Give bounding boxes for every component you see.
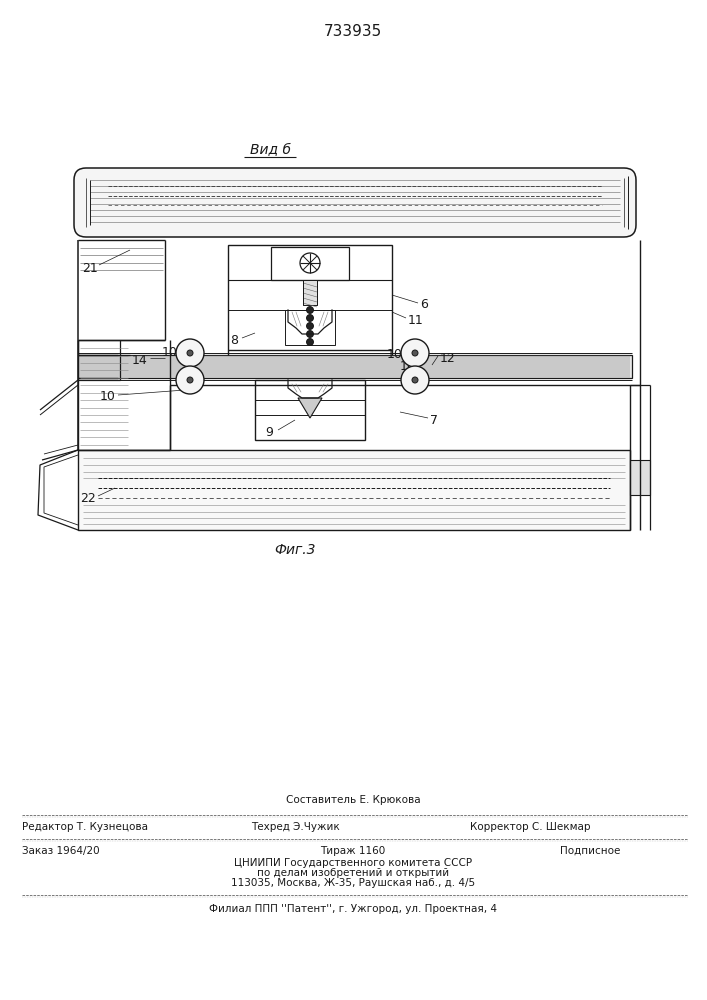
Text: 12: 12	[440, 352, 456, 364]
Circle shape	[401, 339, 429, 367]
Circle shape	[187, 350, 193, 356]
Bar	[255, 380, 365, 440]
Bar	[630, 460, 650, 495]
Text: 14: 14	[132, 354, 148, 366]
Text: 10: 10	[100, 390, 116, 403]
Circle shape	[307, 338, 313, 346]
Bar	[228, 245, 392, 350]
Circle shape	[307, 322, 313, 330]
Circle shape	[176, 339, 204, 367]
Circle shape	[412, 350, 418, 356]
Bar	[78, 450, 630, 530]
Text: 11: 11	[408, 314, 423, 326]
Text: 10: 10	[400, 360, 416, 373]
Text: 113035, Москва, Ж-35, Раушская наб., д. 4/5: 113035, Москва, Ж-35, Раушская наб., д. …	[231, 878, 475, 888]
Text: Фиг.3: Фиг.3	[274, 543, 316, 557]
Bar	[271, 247, 349, 280]
Text: ЦНИИПИ Государственного комитета СССР: ЦНИИПИ Государственного комитета СССР	[234, 858, 472, 868]
FancyBboxPatch shape	[74, 168, 636, 237]
Bar	[303, 280, 317, 305]
Text: Составитель Е. Крюкова: Составитель Е. Крюкова	[286, 795, 421, 805]
Text: 10: 10	[162, 346, 178, 359]
Text: Подписное: Подписное	[560, 846, 620, 856]
Text: Техред Э.Чужик: Техред Э.Чужик	[250, 822, 339, 832]
Text: 10: 10	[387, 349, 403, 361]
Text: Вид б: Вид б	[250, 143, 291, 157]
Text: Филиал ППП ''Патент'', г. Ужгород, ул. Проектная, 4: Филиал ППП ''Патент'', г. Ужгород, ул. П…	[209, 904, 497, 914]
Text: 22: 22	[80, 491, 95, 504]
Circle shape	[187, 377, 193, 383]
Text: Тираж 1160: Тираж 1160	[320, 846, 385, 856]
Text: 8: 8	[230, 334, 238, 347]
Circle shape	[307, 306, 313, 314]
Bar	[285, 310, 335, 345]
Text: 9: 9	[265, 426, 273, 438]
Text: Заказ 1964/20: Заказ 1964/20	[22, 846, 100, 856]
Circle shape	[401, 366, 429, 394]
Text: 7: 7	[430, 414, 438, 426]
Circle shape	[307, 330, 313, 338]
Text: 733935: 733935	[324, 24, 382, 39]
Text: 21: 21	[82, 261, 98, 274]
Circle shape	[307, 314, 313, 322]
Text: 6: 6	[420, 298, 428, 312]
Text: Редактор Т. Кузнецова: Редактор Т. Кузнецова	[22, 822, 148, 832]
Circle shape	[412, 377, 418, 383]
Text: Корректор С. Шекмар: Корректор С. Шекмар	[469, 822, 590, 832]
Polygon shape	[298, 398, 322, 418]
Circle shape	[176, 366, 204, 394]
Bar	[78, 355, 632, 378]
Text: по делам изобретений и открытий: по делам изобретений и открытий	[257, 868, 449, 878]
